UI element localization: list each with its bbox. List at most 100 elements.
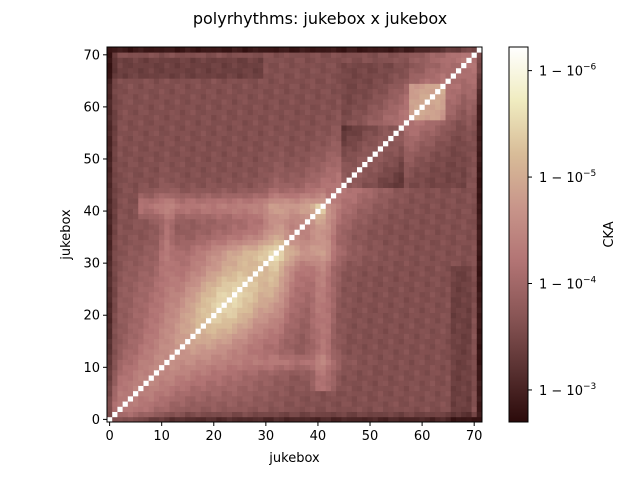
heatmap-cell	[372, 255, 379, 261]
heatmap-cell	[278, 416, 285, 423]
heatmap-cell	[310, 307, 316, 314]
heatmap-cell	[304, 255, 311, 261]
heatmap-cell	[304, 338, 311, 345]
heatmap-cell	[153, 182, 160, 189]
heatmap-cell	[424, 380, 431, 386]
heatmap-cell	[367, 250, 374, 256]
heatmap-cell	[299, 385, 306, 392]
heatmap-cell	[445, 286, 452, 293]
heatmap-cell	[388, 140, 394, 147]
heatmap-cell	[455, 78, 462, 84]
heatmap-cell	[112, 47, 118, 53]
heatmap-cell	[440, 88, 446, 95]
heatmap-cell	[440, 307, 446, 314]
heatmap-cell	[273, 364, 280, 371]
heatmap-cell	[294, 328, 301, 334]
heatmap-cell	[377, 109, 384, 116]
heatmap-cell	[200, 57, 207, 64]
heatmap-cell	[393, 385, 400, 392]
heatmap-cell	[263, 328, 269, 334]
heatmap-cell	[320, 198, 327, 204]
heatmap-cell	[268, 401, 275, 407]
heatmap-cell	[153, 156, 160, 162]
heatmap-cell	[107, 135, 113, 142]
heatmap-cell	[268, 338, 275, 345]
heatmap-cell	[127, 130, 134, 136]
heatmap-cell	[190, 328, 196, 334]
heatmap-cell	[221, 218, 228, 225]
heatmap-cell	[289, 323, 295, 329]
heatmap-cell	[211, 354, 217, 360]
heatmap-cell	[143, 354, 150, 360]
heatmap-cell	[330, 208, 337, 215]
heatmap-cell	[117, 375, 124, 381]
heatmap-cell	[424, 281, 431, 287]
heatmap-cell	[179, 411, 186, 418]
heatmap-cell	[122, 380, 129, 386]
heatmap-cell	[414, 244, 420, 251]
heatmap-cell	[138, 234, 144, 241]
heatmap-cell	[117, 125, 124, 131]
heatmap-cell	[461, 172, 467, 178]
heatmap-cell	[164, 291, 170, 298]
heatmap-cell	[252, 130, 259, 136]
heatmap-cell	[195, 229, 202, 235]
heatmap-cell	[284, 328, 290, 334]
heatmap-cell	[153, 192, 160, 199]
heatmap-cell	[383, 187, 389, 194]
heatmap-cell	[278, 239, 285, 246]
heatmap-cell	[164, 250, 170, 256]
heatmap-cell	[351, 349, 358, 355]
heatmap-cell	[174, 130, 181, 136]
heatmap-cell	[393, 114, 400, 121]
heatmap-cell	[403, 62, 410, 69]
heatmap-cell	[205, 375, 212, 381]
heatmap-cell	[330, 192, 337, 199]
heatmap-cell	[117, 172, 124, 178]
heatmap-cell	[294, 390, 301, 397]
heatmap-cell	[455, 99, 462, 105]
heatmap-cell	[294, 369, 301, 376]
heatmap-cell	[330, 395, 337, 402]
heatmap-cell	[221, 83, 228, 90]
heatmap-cell	[252, 156, 259, 162]
heatmap-cell	[357, 291, 363, 298]
heatmap-cell	[138, 62, 144, 69]
heatmap-cell	[200, 62, 207, 69]
heatmap-cell	[216, 375, 222, 381]
heatmap-cell	[278, 312, 285, 319]
heatmap-cell	[263, 47, 269, 53]
heatmap-cell	[237, 177, 243, 183]
heatmap-cell	[383, 88, 389, 95]
heatmap-cell	[164, 390, 170, 397]
heatmap-cell	[341, 224, 347, 230]
heatmap-cell	[278, 286, 285, 293]
heatmap-cell	[398, 364, 405, 371]
heatmap-cell	[127, 276, 134, 282]
heatmap-cell	[221, 244, 228, 251]
heatmap-cell	[294, 312, 301, 319]
heatmap-cell	[232, 109, 238, 116]
heatmap-cell	[268, 57, 275, 64]
heatmap-cell	[242, 401, 249, 407]
heatmap-cell	[112, 343, 118, 350]
heatmap-cell	[185, 182, 191, 189]
heatmap-cell	[409, 343, 415, 350]
heatmap-cell	[429, 359, 436, 366]
heatmap-cell	[362, 172, 368, 178]
heatmap-cell	[398, 73, 405, 79]
heatmap-cell	[205, 250, 212, 256]
heatmap-cell	[304, 88, 311, 95]
heatmap-cell	[346, 291, 353, 298]
heatmap-cell	[273, 47, 280, 53]
heatmap-cell	[164, 307, 170, 314]
heatmap-cell	[211, 166, 217, 173]
heatmap-cell	[403, 57, 410, 64]
heatmap-cell	[278, 385, 285, 392]
heatmap-cell	[429, 291, 436, 298]
heatmap-cell	[304, 385, 311, 392]
heatmap-cell	[367, 307, 374, 314]
heatmap-cell	[185, 114, 191, 121]
heatmap-cell	[258, 375, 264, 381]
heatmap-cell	[429, 130, 436, 136]
